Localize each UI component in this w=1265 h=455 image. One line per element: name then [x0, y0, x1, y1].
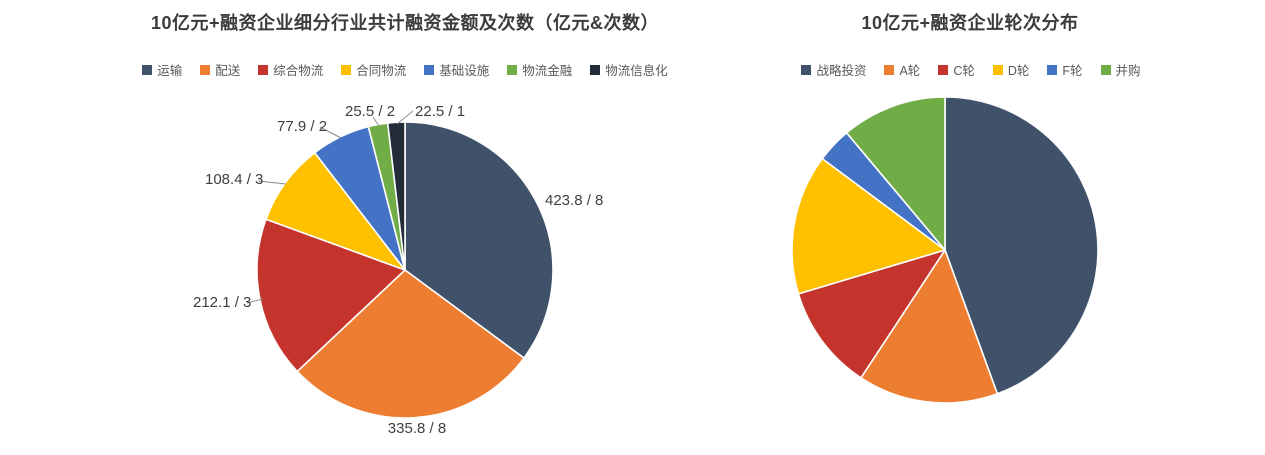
- legend-swatch-icon: [938, 64, 949, 75]
- legend-swatch-icon: [258, 64, 269, 75]
- pie-slice-0-3: [265, 151, 406, 271]
- pie-data-label-2: 212.1 / 3: [193, 294, 251, 311]
- legend-swatch-icon: [590, 64, 601, 75]
- label-leader-line: [257, 180, 287, 185]
- legend-label: A轮: [899, 64, 921, 78]
- legend-label: 运输: [157, 64, 183, 78]
- legend-label: 物流信息化: [605, 64, 668, 78]
- legend-item-0-4: 基础设施: [424, 60, 489, 79]
- pie-slice-0-0: [404, 121, 554, 359]
- legend-label: F轮: [1062, 64, 1083, 78]
- legend-item-0-3: 合同物流: [341, 60, 406, 79]
- pie-data-label-5: 25.5 / 2: [345, 103, 395, 120]
- legend-item-1-1: A轮: [884, 60, 920, 79]
- legend-item-1-4: F轮: [1047, 60, 1083, 79]
- pie-data-label-4: 77.9 / 2: [277, 118, 327, 135]
- legend-swatch-icon: [341, 64, 352, 75]
- pie-slice-0-6: [386, 121, 406, 271]
- legend-swatch-icon: [1047, 64, 1058, 75]
- legend-item-1-5: 并购: [1100, 60, 1141, 79]
- industry-pie-chart: 423.8 / 8 335.8 / 8 212.1 / 3 108.4 / 3 77.9…: [193, 103, 603, 437]
- pie-data-label-1: 335.8 / 8: [388, 420, 446, 437]
- legend-swatch-icon: [801, 64, 812, 75]
- legend-item-1-0: 战略投资: [801, 60, 866, 79]
- legend-label: 物流金融: [522, 64, 573, 78]
- legend-label: 合同物流: [356, 64, 407, 78]
- legend-label: D轮: [1007, 64, 1030, 78]
- legend-item-0-6: 物流信息化: [590, 60, 668, 79]
- industry-chart-title: 10亿元+融资企业细分行业共计融资金额及次数（亿元&次数）: [150, 13, 660, 33]
- legend-swatch-icon: [142, 64, 153, 75]
- legend-label: 综合物流: [273, 64, 324, 78]
- round-chart-title: 10亿元+融资企业轮次分布: [861, 13, 1079, 33]
- label-leader-line: [246, 298, 264, 304]
- legend-swatch-icon: [424, 64, 435, 75]
- pie-slice-1-1: [860, 249, 999, 404]
- legend-item-0-2: 综合物流: [258, 60, 323, 79]
- legend-swatch-icon: [992, 64, 1003, 75]
- legend-swatch-icon: [200, 64, 211, 75]
- legend-label: C轮: [953, 64, 975, 78]
- legend-label: 并购: [1115, 64, 1141, 78]
- legend-label: 战略投资: [816, 64, 867, 78]
- industry-chart-legend: 运输 配送 综合物流 合同物流 基础设施 物流金融 物流信息化: [55, 60, 755, 79]
- label-leader-line: [319, 126, 342, 139]
- legend-swatch-icon: [507, 64, 518, 75]
- pie-slice-0-1: [296, 269, 525, 419]
- pie-data-label-3: 108.4 / 3: [205, 171, 263, 188]
- legend-item-0-1: 配送: [200, 60, 240, 79]
- legend-label: 基础设施: [439, 64, 490, 78]
- pie-slice-1-2: [797, 249, 946, 379]
- round-chart-legend: 战略投资 A轮 C轮 D轮 F轮 并购: [760, 60, 1182, 79]
- pie-data-label-0: 423.8 / 8: [545, 192, 603, 209]
- legend-swatch-icon: [884, 64, 895, 75]
- legend-item-1-2: C轮: [938, 60, 975, 79]
- legend-swatch-icon: [1100, 64, 1111, 75]
- legend-item-1-3: D轮: [992, 60, 1030, 79]
- pie-slice-1-0: [944, 96, 1099, 395]
- legend-item-0-0: 运输: [142, 60, 182, 79]
- pie-slice-1-5: [845, 96, 946, 251]
- pie-slice-1-3: [791, 157, 946, 295]
- round-pie-chart: [791, 96, 1099, 404]
- legend-item-0-5: 物流金融: [507, 60, 572, 79]
- label-leader-line: [396, 110, 414, 125]
- label-leader-line: [372, 116, 380, 127]
- pie-data-label-6: 22.5 / 1: [415, 103, 465, 120]
- legend-label: 配送: [215, 64, 241, 78]
